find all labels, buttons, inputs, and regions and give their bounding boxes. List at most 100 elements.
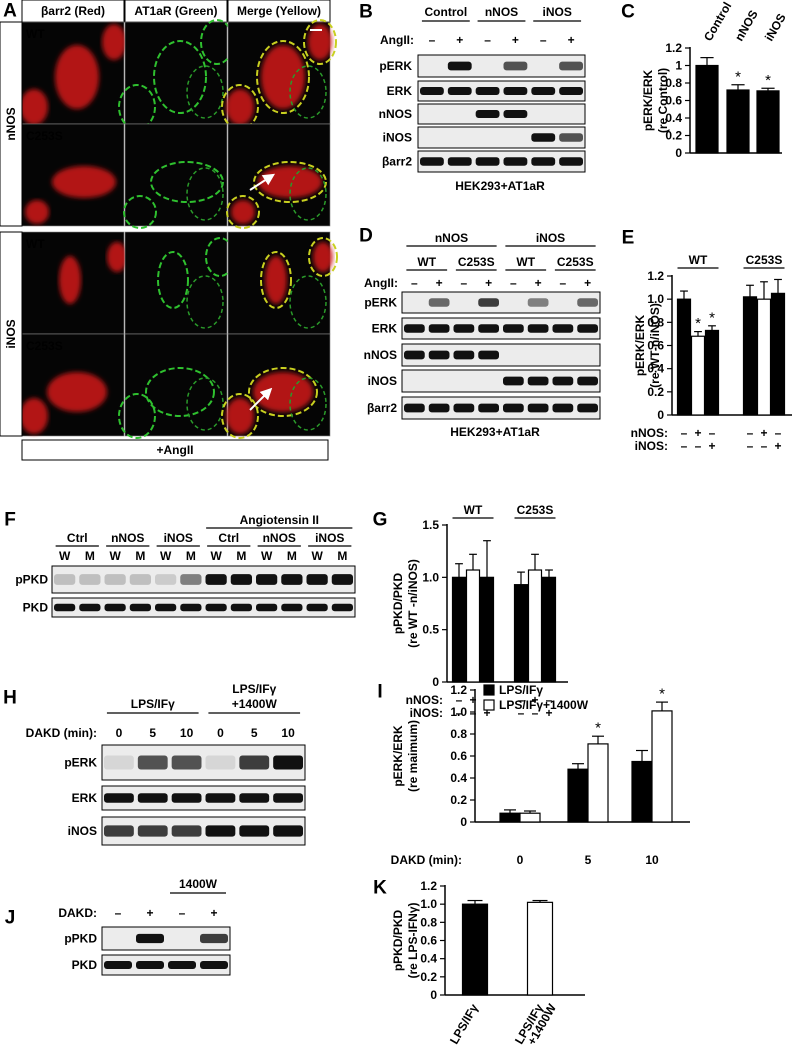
group-label: LPS/IFγ bbox=[232, 682, 276, 696]
y-axis-label: (re Control) bbox=[656, 68, 670, 133]
cell-green bbox=[253, 161, 327, 203]
sign: + bbox=[485, 276, 492, 290]
group-label: +1400W bbox=[232, 697, 278, 711]
blot-band bbox=[503, 87, 528, 95]
condition-sign: – bbox=[456, 693, 463, 707]
x-tick-label: nNOS bbox=[732, 8, 761, 44]
panel-letter: C bbox=[621, 2, 635, 23]
blot-band bbox=[559, 87, 583, 95]
y-tick-label: 0.8 bbox=[665, 76, 682, 90]
blot bbox=[417, 103, 586, 125]
blot-band bbox=[136, 961, 164, 969]
cell-green bbox=[123, 195, 157, 229]
cell-line: HEK293+AT1aR bbox=[450, 425, 540, 439]
row-label: WT bbox=[26, 27, 45, 41]
blot bbox=[101, 744, 306, 781]
blot-band bbox=[79, 574, 101, 585]
cell-green bbox=[226, 195, 260, 229]
y-tick-label: 1.0 bbox=[420, 897, 437, 911]
x-tick-label: LPS/IFγ bbox=[447, 1001, 481, 1046]
cell-green bbox=[221, 393, 259, 439]
sign: + bbox=[568, 33, 575, 47]
treatment-label: DAKD: bbox=[58, 906, 97, 920]
y-tick-label: 0.4 bbox=[665, 111, 682, 125]
y-tick-label: 1.0 bbox=[450, 705, 467, 719]
condition-sign: – bbox=[747, 439, 754, 453]
blot-band bbox=[404, 324, 425, 333]
time: 10 bbox=[180, 726, 194, 740]
sign: – bbox=[179, 906, 186, 920]
panel-letter: A bbox=[3, 1, 17, 22]
time: 0 bbox=[116, 726, 123, 740]
blot-band bbox=[478, 324, 499, 333]
sign: – bbox=[115, 906, 122, 920]
condition-sign: – bbox=[681, 426, 688, 440]
y-tick-label: 0.8 bbox=[450, 727, 467, 741]
bar bbox=[479, 576, 495, 683]
band-label: ERK bbox=[372, 322, 398, 336]
y-axis-label: pERK/ERK bbox=[633, 315, 647, 377]
cell-red bbox=[102, 24, 126, 60]
y-tick-label: 0.6 bbox=[450, 749, 467, 763]
sign: – bbox=[540, 33, 547, 47]
blot bbox=[401, 291, 601, 314]
blot-band bbox=[478, 403, 499, 413]
blot-band bbox=[503, 61, 528, 71]
blot-band bbox=[256, 574, 278, 585]
bar bbox=[587, 743, 609, 823]
group-label: iNOS bbox=[315, 531, 344, 545]
blot-band bbox=[306, 574, 328, 585]
cell-line: HEK293+AT1aR bbox=[455, 179, 545, 193]
y-tick-label: 0.2 bbox=[665, 129, 682, 143]
legend-swatch bbox=[483, 684, 495, 696]
x-axis-label: DAKD (min): bbox=[391, 853, 462, 867]
significance-marker: * bbox=[695, 315, 701, 332]
bar bbox=[726, 89, 750, 154]
group-label: nNOS bbox=[111, 531, 144, 545]
y-tick-label: 0 bbox=[432, 675, 439, 689]
x-tick-label: iNOS bbox=[762, 11, 789, 43]
blot-band bbox=[527, 298, 549, 307]
blot bbox=[417, 150, 586, 173]
blot-band bbox=[230, 574, 252, 585]
y-tick-label: 0.2 bbox=[420, 970, 437, 984]
treatment-label: Angiotensin II bbox=[240, 513, 319, 527]
y-tick-label: 1.0 bbox=[647, 292, 664, 306]
blot-band bbox=[475, 110, 500, 118]
micrograph bbox=[124, 231, 228, 335]
cell-green bbox=[186, 275, 224, 329]
y-axis-label: pPKD/PKD bbox=[391, 910, 405, 972]
blot-band bbox=[256, 603, 278, 612]
blot-band bbox=[205, 603, 227, 612]
cell-green bbox=[308, 237, 338, 277]
subgroup-label: WT bbox=[516, 255, 535, 269]
column-header: AT1aR (Green) bbox=[134, 4, 217, 18]
cell-red bbox=[59, 256, 81, 304]
condition-sign: + bbox=[545, 706, 552, 720]
blot-band bbox=[527, 376, 549, 386]
y-tick-label: 0.4 bbox=[647, 362, 664, 376]
blot-band bbox=[577, 376, 598, 386]
blot-band bbox=[230, 603, 252, 612]
blot-band bbox=[104, 755, 134, 770]
cell-green bbox=[248, 367, 318, 417]
bar bbox=[567, 768, 589, 823]
legend-label: LPS/IFγ+1400W bbox=[499, 698, 589, 712]
y-tick-label: 0.4 bbox=[420, 952, 437, 966]
y-axis-label: pPKD/PKD bbox=[391, 573, 405, 635]
blot-band bbox=[428, 324, 450, 333]
condition-label: nNOS: bbox=[406, 693, 443, 707]
group-box bbox=[0, 21, 23, 227]
sign: + bbox=[146, 906, 153, 920]
panel-letter: G bbox=[373, 510, 388, 531]
blot-band bbox=[171, 793, 202, 803]
cell-red bbox=[107, 242, 127, 272]
blot bbox=[401, 317, 601, 340]
condition-sign: – bbox=[681, 439, 688, 453]
cell-green bbox=[150, 161, 224, 203]
micrograph bbox=[124, 123, 228, 227]
sign: + bbox=[436, 276, 443, 290]
y-tick-label: 0 bbox=[657, 408, 664, 422]
sign: – bbox=[510, 276, 517, 290]
y-tick-label: 0.5 bbox=[422, 623, 439, 637]
